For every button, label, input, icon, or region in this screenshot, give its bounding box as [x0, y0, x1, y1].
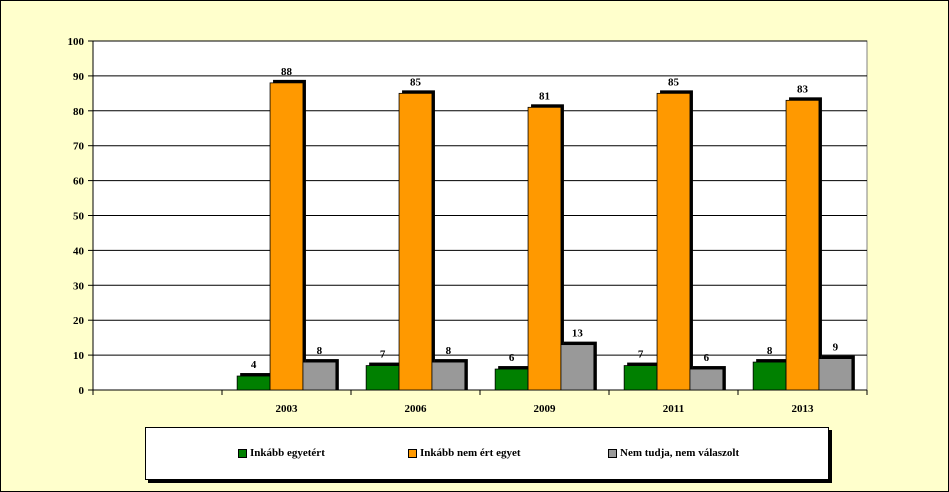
y-tick-label-0: 0 — [79, 385, 85, 397]
data-label-0-4: 7 — [638, 349, 644, 361]
legend-swatch-1 — [238, 448, 247, 458]
y-tick-label-4: 40 — [73, 245, 85, 257]
y-tick-label-2: 20 — [73, 315, 85, 327]
data-label-1-3: 81 — [539, 90, 550, 102]
data-label-1-4: 85 — [668, 76, 680, 88]
data-label-0-1: 4 — [251, 359, 257, 371]
x-tick-label-4: 2011 — [663, 403, 684, 415]
data-label-2-2: 8 — [446, 345, 452, 357]
legend-swatch-3 — [608, 448, 617, 458]
x-tick-label-3: 2009 — [534, 403, 557, 415]
bar-0-2 — [365, 365, 400, 391]
legend-swatch-2 — [408, 448, 417, 458]
bar-1-5 — [785, 99, 820, 391]
data-label-1-2: 85 — [410, 76, 422, 88]
legend-label-3: Nem tudja, nem válaszolt — [620, 447, 740, 459]
legend-label-1: Inkább egyetért — [250, 447, 325, 459]
legend: Inkább egyetért Inkább nem ért egyet Nem… — [145, 427, 829, 480]
bar-0-4 — [623, 365, 658, 391]
x-tick-label-2: 2006 — [405, 403, 428, 415]
bar-1-2 — [398, 92, 433, 391]
y-tick-label-1: 10 — [73, 350, 85, 362]
y-tick-label-7: 70 — [73, 141, 85, 153]
data-label-2-4: 6 — [704, 352, 710, 364]
bar-2-5 — [818, 358, 853, 391]
y-tick-label-3: 30 — [73, 280, 85, 292]
legend-item-3: Nem tudja, nem válaszolt — [608, 447, 739, 459]
y-tick-label-8: 80 — [73, 106, 85, 118]
data-label-0-2: 7 — [380, 349, 386, 361]
bar-2-4 — [689, 368, 724, 391]
bar-1-1 — [269, 82, 304, 391]
bar-2-3 — [560, 344, 595, 391]
y-tick-label-9: 90 — [73, 71, 85, 83]
legend-label-2: Inkább nem ért egyet — [420, 447, 521, 459]
data-label-1-5: 83 — [797, 83, 809, 95]
bar-1-3 — [527, 106, 562, 391]
y-tick-label-10: 100 — [68, 36, 85, 48]
bar-0-1 — [236, 375, 271, 391]
legend-item-2: Inkább nem ért egyet — [408, 447, 521, 459]
legend-item-1: Inkább egyetért — [238, 447, 325, 459]
data-label-2-1: 8 — [317, 345, 323, 357]
y-tick-label-5: 50 — [73, 211, 85, 223]
bar-1-4 — [656, 92, 691, 391]
data-label-0-3: 6 — [509, 352, 515, 364]
bar-0-3 — [494, 368, 529, 391]
bar-0-5 — [752, 361, 787, 391]
bar-2-2 — [431, 361, 466, 391]
x-tick-label-5: 2013 — [792, 403, 815, 415]
data-label-2-3: 13 — [572, 328, 584, 340]
data-label-2-5: 9 — [833, 342, 839, 354]
bar-2-1 — [302, 361, 337, 391]
y-tick-label-6: 60 — [73, 176, 85, 188]
data-label-1-1: 88 — [281, 66, 293, 78]
x-tick-label-1: 2003 — [276, 403, 299, 415]
data-label-0-5: 8 — [767, 345, 773, 357]
